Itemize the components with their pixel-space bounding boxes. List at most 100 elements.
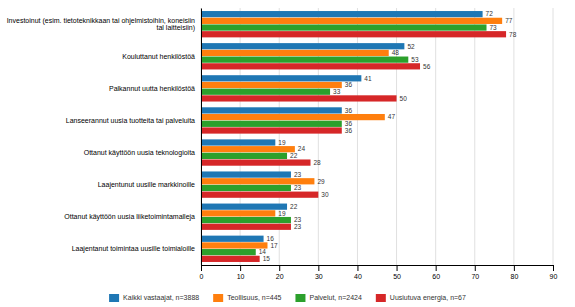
data-label: 36 [345, 127, 353, 134]
legend-item: Palvelut, n=2424 [295, 294, 361, 302]
x-axis-line [202, 266, 554, 272]
bar [201, 153, 287, 159]
y-tick-label-line: Laajentunut uusille markkinoille [98, 181, 195, 189]
grid-line [553, 8, 554, 265]
x-tick-label: 40 [354, 273, 362, 280]
legend-item: Teollisuus, n=445 [213, 294, 281, 302]
bar [201, 43, 404, 49]
bar [201, 256, 260, 262]
bar [201, 185, 291, 191]
x-tick-mark [201, 265, 202, 271]
bar [201, 24, 487, 30]
y-axis: Investoinut (esim. tietoteknikkaan tai o… [7, 9, 202, 266]
grid-line [201, 8, 202, 265]
x-tick: 20 [276, 265, 284, 280]
x-tick-mark [514, 265, 515, 271]
legend-swatch [376, 294, 386, 302]
data-label: 36 [345, 107, 353, 114]
bar [201, 139, 275, 145]
bar [201, 50, 389, 56]
data-label: 19 [278, 210, 286, 217]
legend-label: Palvelut, n=2424 [309, 294, 361, 301]
legend: Kaikki vastaajat, n=3888 Teollisuus, n=44… [109, 294, 466, 302]
y-tick-label-line: Laajentanut toimintaa uusille toimialoil… [72, 245, 195, 253]
bars [201, 11, 506, 262]
bar [201, 114, 385, 120]
bar [201, 192, 318, 198]
x-tick: 70 [471, 265, 479, 280]
grid-line [513, 8, 514, 265]
bar [201, 171, 291, 177]
data-label: 19 [278, 139, 286, 146]
x-tick: 60 [432, 265, 440, 280]
y-tick-label: Ottanut käyttöön uusia liiketoimintamall… [64, 213, 195, 221]
bar [201, 57, 408, 63]
bar [201, 224, 291, 230]
x-tick: 50 [393, 265, 401, 280]
bar [201, 210, 275, 216]
y-tick: Palkannut uutta henkilöstöä [109, 85, 195, 92]
grid-line [435, 8, 436, 265]
x-tick-label: 10 [237, 273, 245, 280]
data-label: 56 [423, 63, 431, 70]
bar-series [201, 11, 483, 242]
data-label: 52 [407, 43, 415, 50]
data-label: 22 [290, 152, 298, 159]
bar [201, 82, 342, 88]
legend-swatch [295, 294, 305, 302]
x-tick: 80 [510, 265, 518, 280]
data-label: 47 [388, 113, 396, 120]
y-tick-label: Laajentunut uusille markkinoille [98, 181, 195, 189]
x-tick-mark [553, 265, 554, 271]
x-tick-label: 80 [510, 273, 518, 280]
bar [201, 11, 483, 17]
bar [201, 95, 397, 101]
bar [201, 121, 342, 127]
data-label: 48 [392, 49, 400, 56]
x-tick-mark [475, 265, 476, 271]
data-label: 22 [290, 203, 298, 210]
x-tick-mark [240, 265, 241, 271]
bar [201, 107, 342, 113]
chart: 0102030405060708090Investoinut (esim. ti… [0, 0, 575, 307]
x-tick: 90 [550, 265, 558, 280]
data-label: 23 [294, 171, 302, 178]
y-axis-line [201, 9, 202, 266]
legend-label: Teollisuus, n=445 [227, 294, 281, 301]
legend-swatch [109, 294, 119, 302]
bar [201, 31, 506, 37]
grid-line [474, 8, 475, 265]
y-tick: Laajentanut toimintaa uusille toimialoil… [72, 245, 195, 253]
y-tick-label-line: Ottanut käyttöön uusia teknologioita [84, 149, 195, 157]
x-tick-label: 30 [315, 273, 323, 280]
y-tick: Laajentunut uusille markkinoille [98, 181, 195, 189]
bar [201, 18, 502, 24]
bar-series [201, 18, 502, 249]
x-tick-label: 50 [393, 273, 401, 280]
y-tick: Investoinut (esim. tietoteknikkaan tai o… [7, 17, 195, 33]
y-tick-label: Ottanut käyttöön uusia teknologioita [84, 149, 195, 157]
bar [201, 217, 291, 223]
bar [201, 236, 264, 242]
x-tick: 40 [354, 265, 362, 280]
data-label: 78 [509, 31, 517, 38]
data-label: 23 [294, 223, 302, 230]
legend-label: Uusiutuva energia, n=67 [390, 294, 466, 302]
y-tick-label-line: Lanseerannut uusia tuotteita tai palvelu… [66, 117, 195, 125]
data-label: 73 [490, 24, 498, 31]
x-tick-label: 70 [471, 273, 479, 280]
data-label: 77 [505, 17, 513, 24]
data-label: 17 [270, 242, 278, 249]
data-label: 23 [294, 184, 302, 191]
bar [201, 127, 342, 133]
bar [201, 63, 420, 69]
bar [201, 204, 287, 210]
bar [201, 249, 256, 255]
x-tick-label: 20 [276, 273, 284, 280]
legend-item: Kaikki vastaajat, n=3888 [109, 294, 199, 302]
y-tick-label-line: tal laitteisiin) [156, 24, 195, 32]
data-label: 53 [411, 56, 419, 63]
data-label: 36 [345, 81, 353, 88]
y-tick: Lanseerannut uusia tuotteita tai palvelu… [66, 117, 195, 125]
data-label: 28 [314, 159, 322, 166]
